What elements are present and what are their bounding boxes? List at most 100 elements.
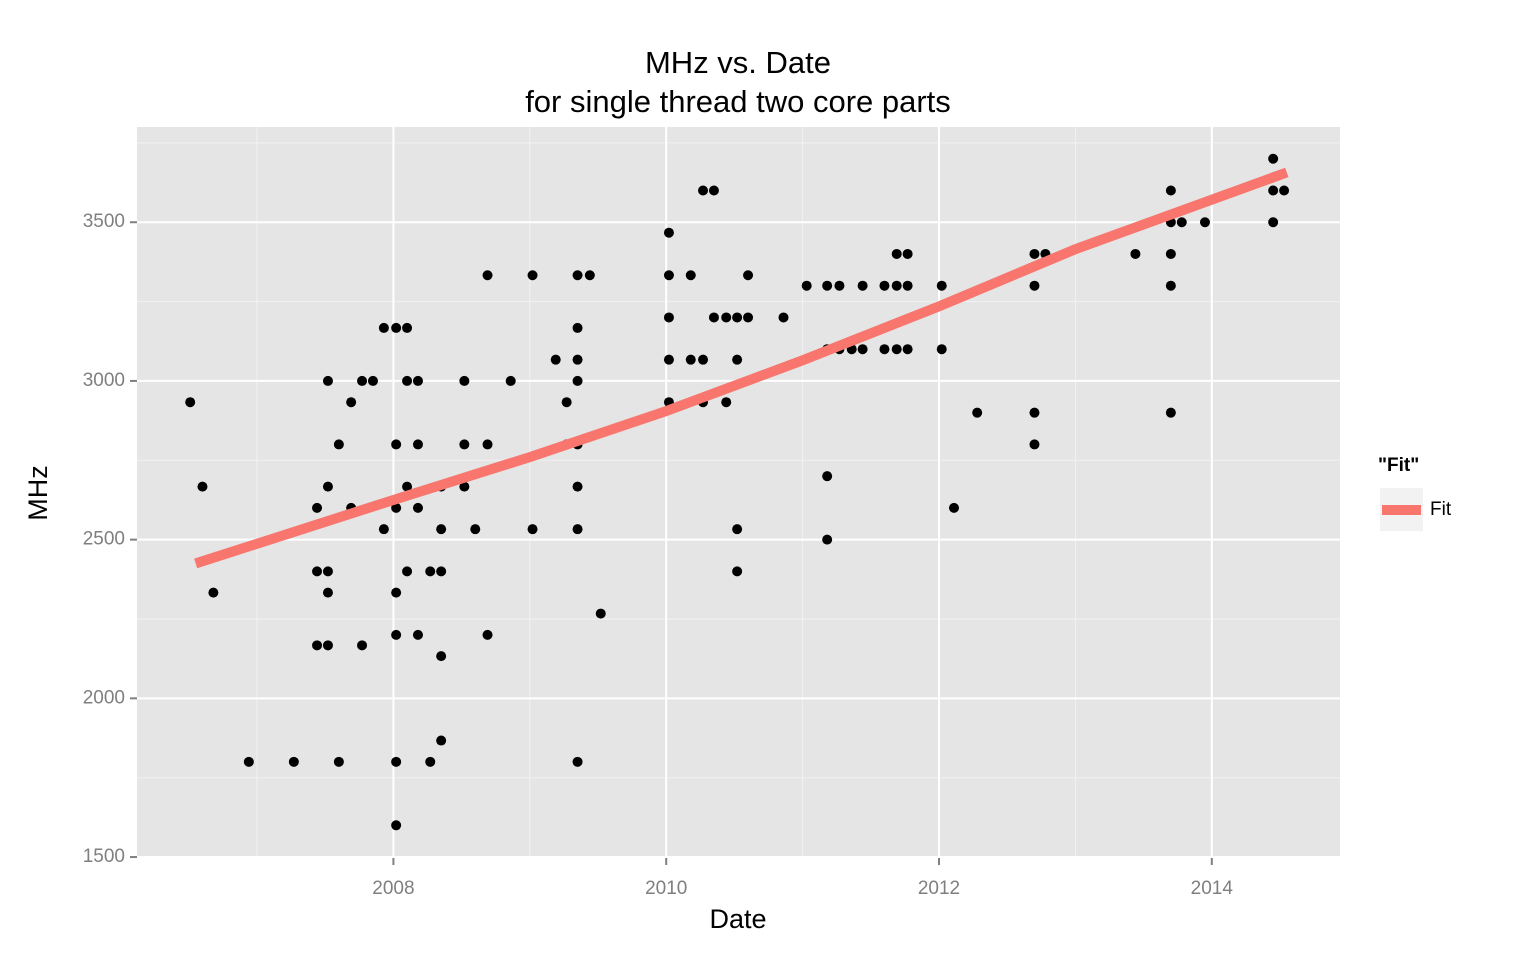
x-tick-label: 2014 [1191, 878, 1234, 899]
point [595, 608, 606, 619]
point [572, 354, 583, 365]
point [708, 185, 719, 196]
point [312, 502, 323, 513]
point [322, 375, 333, 386]
point [857, 280, 868, 291]
point [378, 322, 389, 333]
x-tick-label: 2012 [918, 878, 960, 899]
point [1029, 280, 1040, 291]
point [550, 354, 561, 365]
point [357, 640, 368, 651]
point [391, 820, 402, 831]
point [391, 629, 402, 640]
point [708, 312, 719, 323]
point [822, 534, 833, 545]
point [322, 587, 333, 598]
point [936, 344, 947, 355]
y-axis-title: MHz [23, 465, 53, 521]
chart-title: MHz vs. Date [645, 45, 831, 80]
point [743, 312, 754, 323]
point [1029, 248, 1040, 259]
point [572, 375, 583, 386]
point [197, 481, 208, 492]
point [891, 280, 902, 291]
point [288, 756, 299, 767]
point [436, 524, 447, 535]
point [527, 524, 538, 535]
point [778, 312, 789, 323]
point [732, 524, 743, 535]
point [412, 439, 423, 450]
point [972, 407, 983, 418]
point [412, 629, 423, 640]
point [721, 312, 732, 323]
plot-panel [137, 127, 1340, 858]
point [391, 322, 402, 333]
point [357, 375, 368, 386]
point [425, 566, 436, 577]
point [801, 280, 812, 291]
point [312, 640, 323, 651]
point [732, 354, 743, 365]
point [391, 502, 402, 513]
fit-line [194, 167, 1289, 569]
point [412, 502, 423, 513]
point [459, 481, 470, 492]
point [482, 270, 493, 281]
point [482, 439, 493, 450]
point [402, 375, 413, 386]
point [663, 354, 674, 365]
point [346, 397, 357, 408]
point [732, 566, 743, 577]
point [333, 439, 344, 450]
point [663, 227, 674, 238]
point [391, 587, 402, 598]
point [527, 270, 538, 281]
point [698, 185, 709, 196]
point [482, 629, 493, 640]
point [834, 280, 845, 291]
point [561, 397, 572, 408]
point [459, 375, 470, 386]
point [1279, 185, 1290, 196]
y-tick-label: 3000 [83, 370, 125, 391]
point [402, 566, 413, 577]
point [436, 566, 447, 577]
y-tick-label: 2000 [83, 687, 125, 708]
point [891, 248, 902, 259]
point [1176, 217, 1187, 228]
point [949, 502, 960, 513]
legend-label: Fit [1430, 499, 1452, 520]
point [1268, 185, 1279, 196]
point [584, 270, 595, 281]
point [1029, 407, 1040, 418]
point [663, 312, 674, 323]
point [505, 375, 516, 386]
point [572, 524, 583, 535]
point [743, 270, 754, 281]
point [685, 270, 696, 281]
point [1199, 217, 1210, 228]
point [822, 280, 833, 291]
point [367, 375, 378, 386]
point [891, 344, 902, 355]
point [902, 248, 913, 259]
point [243, 756, 254, 767]
point [902, 344, 913, 355]
point [391, 439, 402, 450]
point [663, 270, 674, 281]
x-tick-label: 2010 [645, 878, 687, 899]
point [1268, 153, 1279, 164]
y-tick-label: 3500 [83, 211, 125, 232]
point [698, 354, 709, 365]
point [879, 280, 890, 291]
point [879, 344, 890, 355]
point [1165, 185, 1176, 196]
point [732, 312, 743, 323]
point [436, 651, 447, 662]
point [685, 354, 696, 365]
point [572, 756, 583, 767]
y-tick-label: 2500 [83, 529, 125, 550]
point [902, 280, 913, 291]
x-axis-title: Date [709, 904, 766, 934]
